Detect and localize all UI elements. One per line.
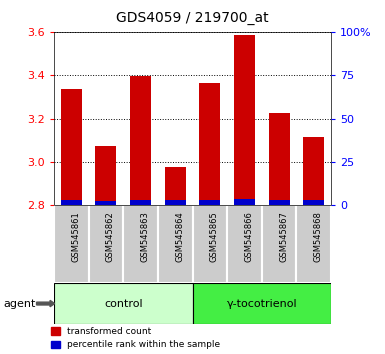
Bar	[192, 283, 331, 324]
Bar	[165, 167, 186, 205]
Bar	[95, 201, 116, 205]
Bar	[303, 137, 324, 205]
Text: GSM545865: GSM545865	[210, 212, 219, 262]
Bar	[158, 205, 192, 283]
Text: GSM545864: GSM545864	[175, 212, 184, 262]
Bar	[54, 205, 89, 283]
Bar	[61, 89, 82, 205]
Text: agent: agent	[4, 298, 36, 309]
Bar	[95, 146, 116, 205]
Bar	[199, 200, 220, 205]
Bar	[262, 205, 296, 283]
Legend: transformed count, percentile rank within the sample: transformed count, percentile rank withi…	[51, 327, 220, 349]
Bar	[234, 35, 255, 205]
Text: GSM545867: GSM545867	[279, 212, 288, 262]
Bar	[296, 205, 331, 283]
Bar	[61, 200, 82, 205]
Text: GSM545863: GSM545863	[141, 212, 149, 262]
Bar	[165, 200, 186, 205]
Bar	[89, 205, 123, 283]
Bar	[234, 199, 255, 205]
Text: GSM545868: GSM545868	[314, 212, 323, 262]
Bar	[192, 205, 227, 283]
Bar	[130, 76, 151, 205]
Text: γ-tocotrienol: γ-tocotrienol	[226, 298, 297, 309]
Bar	[199, 83, 220, 205]
Text: GSM545866: GSM545866	[244, 212, 253, 262]
Bar	[123, 205, 158, 283]
Text: control: control	[104, 298, 142, 309]
Bar	[54, 283, 192, 324]
Bar	[269, 113, 290, 205]
Text: GSM545862: GSM545862	[106, 212, 115, 262]
Text: GDS4059 / 219700_at: GDS4059 / 219700_at	[116, 11, 269, 25]
Bar	[303, 200, 324, 205]
Text: GSM545861: GSM545861	[71, 212, 80, 262]
Bar	[227, 205, 262, 283]
Bar	[269, 200, 290, 205]
Bar	[130, 200, 151, 205]
